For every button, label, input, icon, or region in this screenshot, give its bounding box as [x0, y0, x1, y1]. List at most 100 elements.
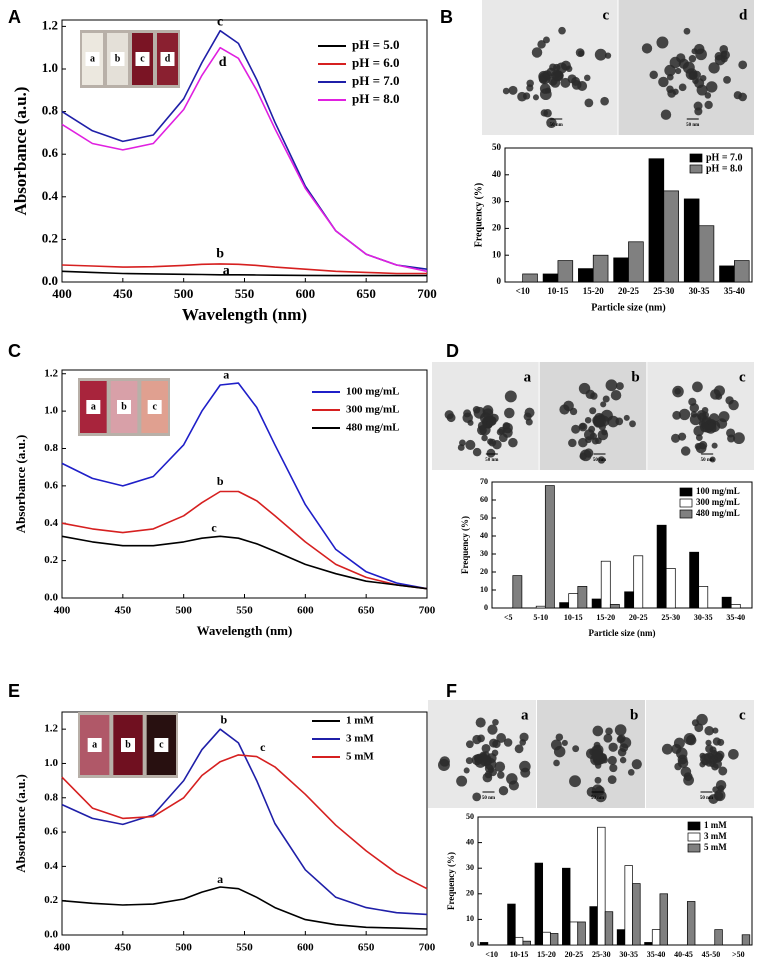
nanoparticle	[550, 739, 562, 751]
y-tick-label: 1.0	[44, 757, 58, 769]
nanoparticle	[694, 442, 702, 450]
nanoparticle	[555, 733, 564, 741]
nanoparticle	[496, 428, 504, 436]
nanoparticle	[615, 382, 624, 391]
legend-swatch	[689, 164, 703, 174]
nanoparticle	[508, 85, 518, 95]
nanoparticle	[556, 62, 568, 74]
y-tick-label: 0.2	[42, 230, 58, 245]
curve-label: b	[217, 474, 224, 488]
bar	[589, 906, 598, 946]
nanoparticle	[719, 45, 729, 54]
bar	[549, 933, 559, 946]
y-tick-label: 1.0	[44, 405, 58, 417]
legend-swatch	[687, 843, 701, 853]
spectrum-line	[61, 754, 428, 890]
nanoparticle	[610, 389, 622, 401]
bar	[616, 929, 626, 946]
scale-label: 50 nm	[700, 796, 714, 801]
nanoparticle	[439, 756, 450, 767]
legend-label: 5 mM	[346, 751, 374, 763]
bar	[734, 260, 750, 283]
bar	[600, 560, 611, 609]
nanoparticle	[575, 48, 585, 58]
nanoparticle	[598, 422, 606, 431]
cuvette-label: c	[159, 739, 164, 750]
x-tick-label: 500	[175, 605, 192, 617]
nanoparticle	[603, 733, 613, 743]
nanoparticle	[675, 67, 682, 75]
nanoparticle	[711, 442, 718, 449]
nanoparticle	[544, 87, 552, 94]
cuvette-label: b	[125, 739, 131, 750]
bar	[632, 883, 641, 946]
cuvette-tag	[87, 738, 102, 752]
nanoparticle	[465, 757, 473, 765]
x-tick-label: 20-25	[565, 950, 584, 959]
nanoparticle	[704, 725, 714, 736]
nanoparticle	[594, 776, 602, 784]
nanoparticle	[465, 740, 474, 749]
x-tick-label: 15-20	[596, 613, 615, 622]
nanoparticle	[712, 727, 719, 734]
legend-label: pH = 7.0	[706, 152, 743, 163]
cuvette-label: a	[90, 53, 95, 64]
curve-label: d	[219, 55, 227, 70]
nanoparticle	[472, 792, 482, 802]
nanoparticle	[519, 739, 527, 746]
y-tick-label: 1.2	[44, 367, 58, 379]
scale-label: 50 nm	[701, 458, 715, 463]
y-tick-label: 10	[480, 585, 488, 594]
micrograph-label: b	[631, 369, 639, 385]
nanoparticle	[680, 446, 691, 456]
nanoparticle	[584, 98, 594, 108]
nanoparticle	[658, 76, 669, 88]
nanoparticle	[717, 738, 725, 746]
cuvette-tag	[85, 52, 100, 66]
nanoparticle	[502, 87, 510, 95]
bar	[535, 605, 546, 609]
nanoparticle	[506, 773, 518, 785]
nanoparticle	[558, 26, 566, 35]
spectrum-line	[61, 490, 428, 590]
nanoparticle	[701, 406, 709, 414]
legend-label: pH = 8.0	[706, 163, 743, 174]
bar	[656, 524, 667, 609]
spectrum-line	[61, 886, 428, 930]
nanoparticle	[656, 36, 669, 49]
legend-swatch	[689, 153, 703, 163]
nanoparticle	[709, 746, 717, 754]
y-tick-label: 10	[466, 914, 474, 923]
panel-letter: D	[446, 341, 459, 361]
nanoparticle	[479, 754, 491, 767]
legend-label: 1 mM	[704, 820, 727, 830]
bar	[592, 254, 609, 283]
nanoparticle	[683, 27, 691, 35]
nanoparticle	[481, 434, 488, 442]
y-tick-label: 20	[480, 567, 488, 576]
nanoparticle	[532, 94, 539, 101]
nanoparticle	[671, 433, 681, 443]
x-tick-label: 15-20	[583, 286, 604, 296]
bar	[714, 929, 723, 946]
scale-label: 50 nm	[485, 458, 499, 463]
nanoparticle	[649, 70, 658, 80]
nanoparticle	[619, 756, 627, 764]
nanoparticle	[718, 766, 728, 776]
cuvette-tag	[160, 52, 175, 66]
bar	[719, 265, 735, 283]
nanoparticle	[486, 448, 496, 458]
nanoparticle	[708, 62, 720, 74]
legend-label: pH = 5.0	[352, 37, 400, 52]
nanoparticle	[498, 785, 509, 796]
nanoparticle	[592, 725, 604, 737]
bar	[562, 867, 571, 946]
bar	[597, 826, 606, 946]
nanoparticle	[678, 408, 691, 421]
bar	[741, 934, 751, 946]
nanoparticle	[584, 416, 592, 424]
x-tick-label: 600	[297, 942, 314, 954]
nanoparticle	[475, 717, 486, 728]
panel-letter: F	[446, 681, 457, 701]
y-tick-label: 0	[484, 603, 488, 612]
